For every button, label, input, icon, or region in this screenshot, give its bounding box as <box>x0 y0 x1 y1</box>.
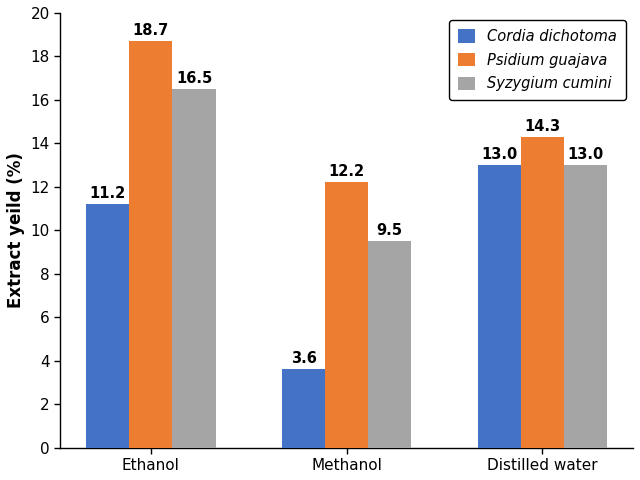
Bar <box>325 182 368 448</box>
Text: 14.3: 14.3 <box>524 119 561 133</box>
Bar <box>129 41 172 448</box>
Text: 11.2: 11.2 <box>90 186 126 201</box>
Bar <box>86 204 129 448</box>
Bar <box>368 241 412 448</box>
Text: 9.5: 9.5 <box>377 223 403 238</box>
Bar <box>521 137 564 448</box>
Legend: Cordia dichotoma, Psidium guajava, Syzygium cumini: Cordia dichotoma, Psidium guajava, Syzyg… <box>449 20 626 100</box>
Bar <box>172 89 216 448</box>
Text: 13.0: 13.0 <box>481 147 518 162</box>
Y-axis label: Extract yeild (%): Extract yeild (%) <box>7 152 25 308</box>
Text: 3.6: 3.6 <box>291 351 317 366</box>
Bar <box>282 370 325 448</box>
Text: 13.0: 13.0 <box>568 147 604 162</box>
Text: 12.2: 12.2 <box>328 164 365 179</box>
Text: 18.7: 18.7 <box>132 23 169 38</box>
Text: 16.5: 16.5 <box>176 71 212 86</box>
Bar <box>564 165 607 448</box>
Bar <box>478 165 521 448</box>
